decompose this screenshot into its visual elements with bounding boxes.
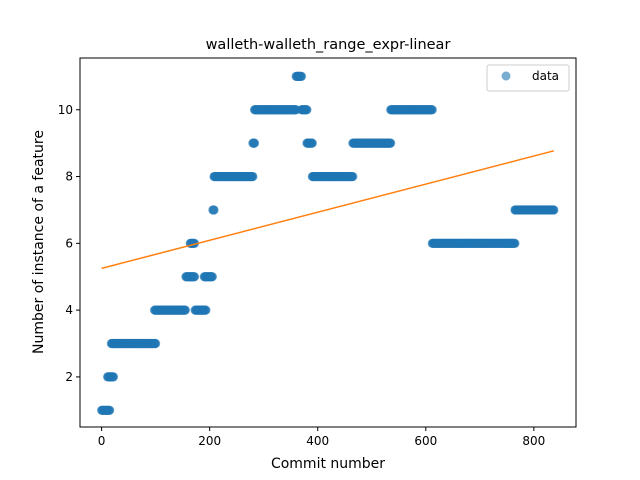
y-tick-label: 10: [58, 103, 73, 117]
data-point: [510, 238, 520, 248]
y-axis-ticks: 2 4 6 8 10: [58, 103, 80, 384]
data-point: [249, 138, 260, 148]
x-tick-label: 0: [98, 434, 106, 448]
x-tick-label: 200: [198, 434, 221, 448]
data-point: [105, 405, 115, 415]
data-point: [248, 171, 258, 182]
x-tick-label: 800: [522, 434, 545, 448]
chart-title: walleth-walleth_range_expr-linear: [206, 37, 451, 53]
plot-frame: [79, 57, 577, 428]
data-point: [427, 105, 437, 115]
legend-marker-data: [501, 71, 511, 81]
y-tick-label: 8: [65, 170, 73, 184]
data-point: [302, 105, 312, 115]
x-axis-label: Commit number: [271, 456, 385, 472]
x-tick-label: 600: [414, 434, 437, 448]
data-point: [296, 71, 307, 81]
data-point: [209, 205, 219, 215]
data-point: [386, 138, 396, 148]
legend-label-data: data: [532, 69, 559, 83]
plot-area: [97, 71, 559, 415]
legend: data: [486, 64, 570, 92]
y-tick-label: 4: [65, 303, 73, 317]
data-point: [201, 305, 211, 315]
y-tick-label: 2: [65, 370, 73, 384]
data-point: [549, 205, 559, 215]
legend-box: [486, 64, 570, 92]
regression-line: [101, 150, 555, 270]
data-point: [348, 171, 358, 182]
data-point: [207, 272, 217, 282]
y-tick-label: 6: [65, 236, 73, 250]
x-axis-ticks: 0 200 400 600 800: [98, 427, 545, 448]
data-point: [151, 338, 161, 349]
y-axis-label: Number of instance of a feature: [31, 130, 47, 354]
data-point: [180, 305, 190, 315]
data-point: [307, 138, 317, 148]
data-point: [108, 372, 119, 382]
data-point: [189, 238, 200, 248]
data-point: [189, 272, 200, 282]
x-tick-label: 400: [306, 434, 329, 448]
